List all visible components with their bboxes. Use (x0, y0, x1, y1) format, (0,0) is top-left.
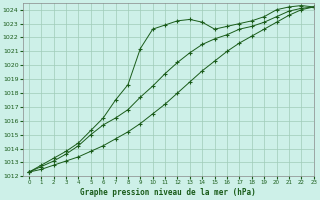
X-axis label: Graphe pression niveau de la mer (hPa): Graphe pression niveau de la mer (hPa) (80, 188, 256, 197)
